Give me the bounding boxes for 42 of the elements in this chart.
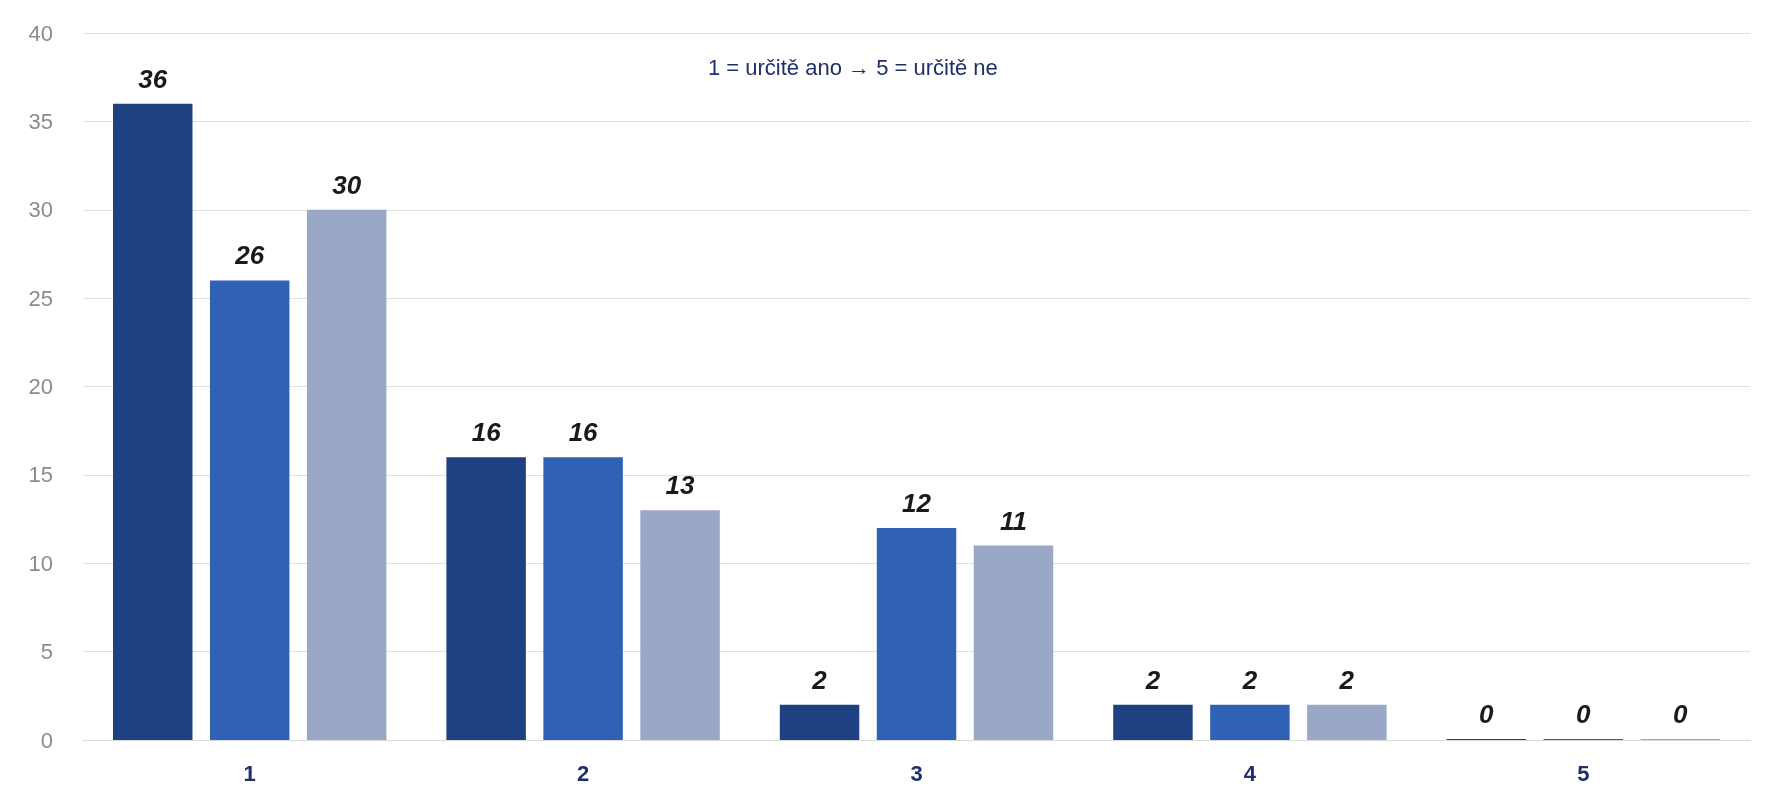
y-tick-label: 30 xyxy=(28,197,53,223)
bar xyxy=(306,209,387,740)
data-label: 16 xyxy=(471,417,502,448)
y-tick-label: 25 xyxy=(28,285,53,311)
bar xyxy=(640,510,720,740)
y-tick-label: 5 xyxy=(40,639,53,665)
y-tick-label: 0 xyxy=(40,727,53,753)
data-label: 30 xyxy=(332,169,362,200)
x-tick-label: 3 xyxy=(910,760,923,786)
x-tick-label: 4 xyxy=(1243,760,1257,786)
data-label: 26 xyxy=(234,240,265,271)
data-label: 13 xyxy=(665,470,696,501)
data-label: 2 xyxy=(811,664,828,695)
data-label: 2 xyxy=(1241,664,1258,695)
bar xyxy=(1113,704,1193,740)
data-label: 0 xyxy=(1576,699,1592,729)
data-label: 11 xyxy=(999,505,1027,536)
data-label: 16 xyxy=(568,417,599,448)
bar xyxy=(543,457,623,740)
bar xyxy=(876,527,957,740)
bar xyxy=(446,457,526,740)
annotation: 1 = určitě ano → 5 = určitě ne xyxy=(708,54,998,80)
data-label: 2 xyxy=(1144,664,1161,695)
y-tick-label: 40 xyxy=(28,20,53,46)
bar xyxy=(1210,704,1290,740)
x-tick-label: 2 xyxy=(576,760,590,786)
data-label: 0 xyxy=(1479,699,1495,729)
bar xyxy=(973,545,1054,740)
bar xyxy=(209,280,290,740)
bar xyxy=(779,704,860,740)
x-tick-label: 5 xyxy=(1577,760,1590,786)
bar xyxy=(113,103,193,740)
x-tick-label: 1 xyxy=(243,760,256,786)
bar xyxy=(1307,704,1387,740)
data-label: 2 xyxy=(1338,664,1355,695)
y-tick-label: 10 xyxy=(28,550,53,576)
data-label: 12 xyxy=(902,487,932,518)
y-tick-label: 35 xyxy=(28,108,53,134)
data-label: 0 xyxy=(1673,699,1689,729)
data-label: 36 xyxy=(138,63,168,94)
y-tick-label: 20 xyxy=(28,374,53,399)
y-tick-label: 15 xyxy=(28,462,53,488)
